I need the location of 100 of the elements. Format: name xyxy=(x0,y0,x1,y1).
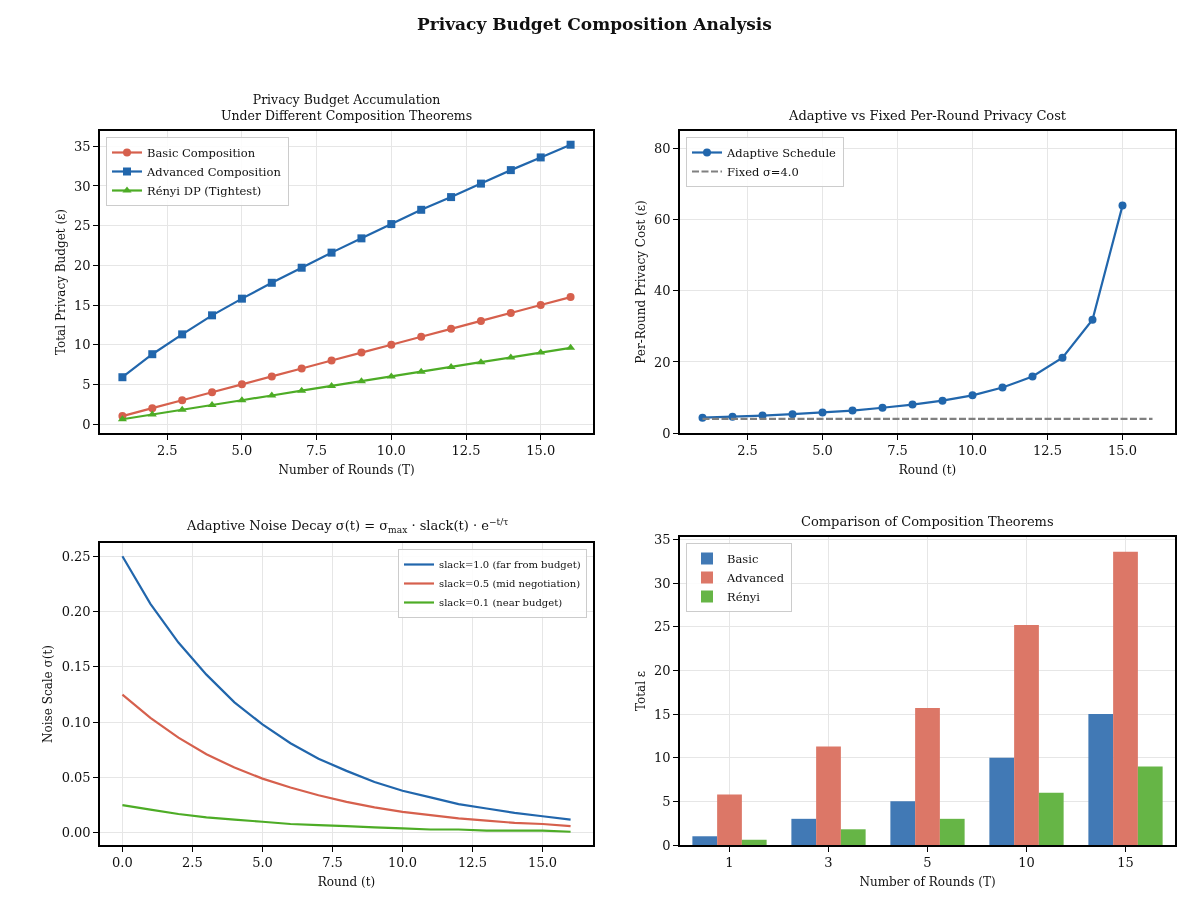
point xyxy=(938,396,947,405)
x-tick-label: 10.0 xyxy=(958,443,987,459)
y-tick-label: 35 xyxy=(654,532,671,548)
y-tick-label: 20 xyxy=(654,354,671,370)
point xyxy=(297,364,306,373)
y-tick-label: 35 xyxy=(74,138,91,154)
point xyxy=(148,404,157,413)
point xyxy=(267,278,276,287)
bar xyxy=(791,818,817,845)
y-tick-label: 20 xyxy=(74,257,91,273)
legend-label: Adaptive Schedule xyxy=(726,145,837,160)
bar xyxy=(816,746,841,845)
x-tick-label: 5.0 xyxy=(231,443,253,459)
y-tick-label: 5 xyxy=(82,376,91,392)
point xyxy=(566,293,575,302)
x-tick-label: 15 xyxy=(1117,855,1134,871)
point xyxy=(446,362,456,369)
legend-label: Advanced Composition xyxy=(146,164,282,179)
y-tick-label: 15 xyxy=(654,706,671,722)
bar xyxy=(741,839,767,845)
y-tick-label: 40 xyxy=(654,283,671,299)
x-tick-label: 15.0 xyxy=(1108,443,1137,459)
x-tick-label: 12.5 xyxy=(451,443,481,459)
x-axis-title: Number of Rounds (T) xyxy=(278,462,415,477)
x-tick-label: 15.0 xyxy=(528,855,558,871)
bar xyxy=(989,757,1015,845)
chart-title: Privacy Budget Accumulation Under Different Composition Theorems xyxy=(221,92,473,124)
x-tick-label: 5.0 xyxy=(252,855,273,871)
y-tick-label: 60 xyxy=(654,212,671,228)
line-series xyxy=(121,693,572,828)
x-tick-label: 15.0 xyxy=(526,443,556,459)
x-tick-label: 2.5 xyxy=(156,443,178,459)
point xyxy=(237,294,246,303)
point xyxy=(147,410,157,417)
bar xyxy=(939,818,965,845)
y-tick-label: 10 xyxy=(654,750,671,766)
point xyxy=(536,153,545,162)
point xyxy=(506,308,515,317)
bar xyxy=(692,836,718,845)
text: Privacy Budget Composition Analysis xyxy=(417,14,772,34)
x-tick-label: 12.5 xyxy=(458,855,488,871)
point xyxy=(566,140,575,149)
y-axis-title: Per-Round Privacy Cost (ε) xyxy=(633,200,648,364)
y-tick-label: 0 xyxy=(662,425,671,441)
legend-label: slack=1.0 (far from budget) xyxy=(439,559,581,571)
y-axis-title: Total ε xyxy=(633,670,648,712)
bar xyxy=(890,801,916,845)
point xyxy=(476,179,485,188)
point xyxy=(297,263,306,272)
point xyxy=(506,166,515,175)
legend-label: Basic xyxy=(727,551,759,566)
point xyxy=(447,324,456,333)
bar xyxy=(1088,714,1114,845)
legend-label: Basic Composition xyxy=(147,145,256,160)
point xyxy=(417,332,426,341)
y-tick-label: 0.05 xyxy=(61,770,91,786)
y-tick-label: 0.15 xyxy=(61,659,91,675)
x-tick-label: 7.5 xyxy=(322,855,343,871)
point xyxy=(118,373,127,382)
point xyxy=(476,316,485,325)
bar xyxy=(1038,792,1064,845)
x-axis-title: Round (t) xyxy=(898,462,957,477)
line-series xyxy=(121,804,572,833)
point xyxy=(476,358,486,365)
y-tick-label: 0 xyxy=(662,837,671,853)
x-tick-label: 5 xyxy=(923,855,932,871)
y-tick-label: 25 xyxy=(654,619,671,635)
point xyxy=(1088,315,1097,324)
point xyxy=(208,388,217,397)
point xyxy=(998,383,1007,392)
x-tick-label: 0.0 xyxy=(112,855,133,871)
point xyxy=(357,234,366,243)
legend-label: Fixed σ=4.0 xyxy=(727,164,799,179)
x-tick-label: 10 xyxy=(1018,855,1035,871)
point xyxy=(416,367,426,374)
legend-label: slack=0.1 (near budget) xyxy=(439,597,563,609)
x-tick-label: 2.5 xyxy=(737,443,758,459)
point xyxy=(267,372,276,381)
x-tick-label: 3 xyxy=(824,855,833,871)
x-tick-label: 10.0 xyxy=(376,443,406,459)
chart-title: Adaptive vs Fixed Per-Round Privacy Cost xyxy=(788,108,1067,123)
y-tick-label: 30 xyxy=(654,575,671,591)
x-tick-label: 2.5 xyxy=(182,855,203,871)
point xyxy=(237,380,246,389)
y-tick-label: 0.25 xyxy=(61,548,91,564)
point xyxy=(1118,201,1127,210)
x-tick-label: 5.0 xyxy=(812,443,833,459)
point xyxy=(327,248,336,257)
chart-title: Comparison of Composition Theorems xyxy=(801,514,1054,529)
y-axis-title: Total Privacy Budget (ε) xyxy=(53,208,68,356)
bar xyxy=(1113,551,1138,845)
chart-title: Adaptive Noise Decay σ(t) = σ$_{max}$ · slack(t) · e$^{−t/τ}$ xyxy=(186,517,509,536)
bar xyxy=(1137,766,1163,845)
legend-label: Rényi xyxy=(727,589,761,604)
point xyxy=(417,205,426,214)
point xyxy=(968,391,977,400)
y-tick-label: 20 xyxy=(654,663,671,679)
x-tick-label: 10.0 xyxy=(388,855,417,871)
point xyxy=(357,348,366,357)
legend-label: Advanced xyxy=(726,570,785,585)
